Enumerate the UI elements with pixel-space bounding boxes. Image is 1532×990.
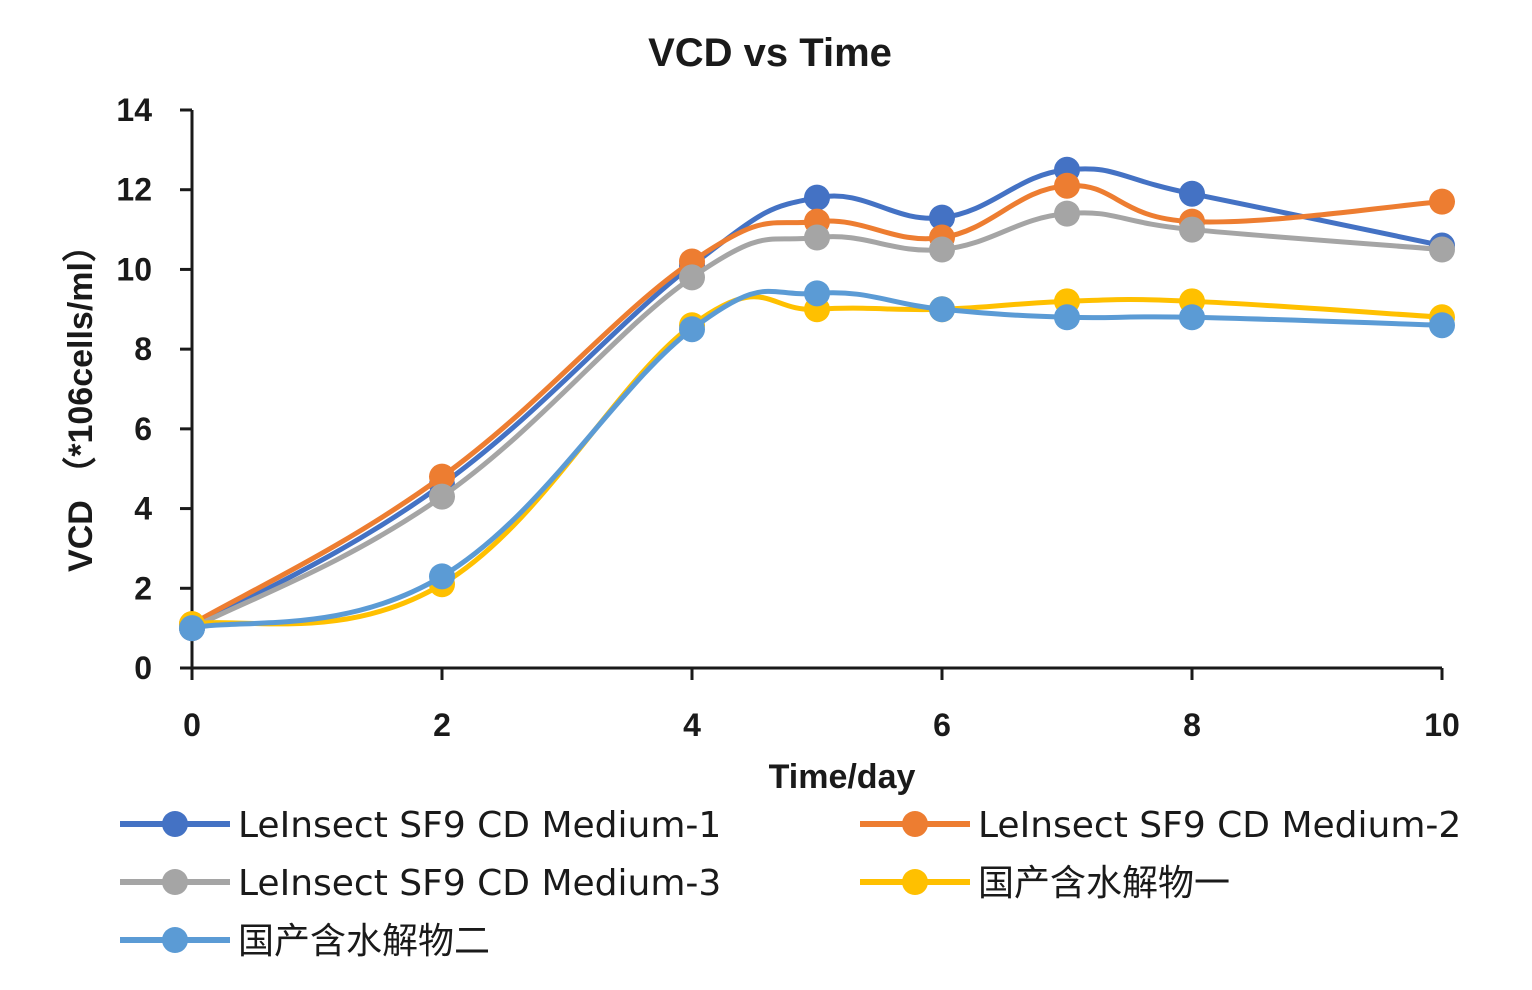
legend-marker <box>902 811 928 837</box>
x-tick-label: 4 <box>683 707 701 743</box>
data-point <box>929 204 955 231</box>
legend-item: 国产含水解物一 <box>860 863 1230 904</box>
data-point <box>179 615 205 642</box>
data-point <box>804 224 830 251</box>
legend-marker <box>902 869 928 895</box>
data-point <box>1429 188 1455 215</box>
series-line <box>191 288 1443 631</box>
series-line <box>190 210 1443 631</box>
data-point <box>929 296 955 323</box>
data-point <box>1179 180 1205 207</box>
legend-label: LeInsect SF9 CD Medium-3 <box>238 863 721 904</box>
y-tick-label: 2 <box>134 570 152 606</box>
data-point <box>429 463 455 490</box>
data-point <box>429 483 455 510</box>
legend-marker <box>162 811 188 837</box>
legend-item: LeInsect SF9 CD Medium-1 <box>120 805 721 846</box>
x-tick-label: 8 <box>1183 707 1201 743</box>
data-point <box>1179 304 1205 331</box>
legend-marker <box>162 927 188 953</box>
y-tick-label: 10 <box>116 251 152 287</box>
y-tick-label: 4 <box>134 491 152 527</box>
x-tick-label: 0 <box>183 707 201 743</box>
data-point <box>679 316 705 343</box>
y-tick-label: 8 <box>134 331 152 367</box>
legend-marker <box>162 869 188 895</box>
series-5 <box>179 280 1455 642</box>
data-point <box>1054 304 1080 331</box>
legend-label: 国产含水解物一 <box>978 863 1230 904</box>
series-4 <box>179 288 1455 638</box>
chart-title: VCD vs Time <box>648 31 892 75</box>
legend-label: LeInsect SF9 CD Medium-1 <box>238 805 721 846</box>
data-point <box>804 184 830 211</box>
legend-item: LeInsect SF9 CD Medium-2 <box>860 805 1461 846</box>
legend-label: 国产含水解物二 <box>238 921 490 962</box>
data-point <box>804 280 830 307</box>
data-point <box>1179 216 1205 243</box>
legend: LeInsect SF9 CD Medium-1 LeInsect SF9 CD … <box>120 805 1461 962</box>
data-point <box>1054 200 1080 227</box>
legend-item: LeInsect SF9 CD Medium-3 <box>120 863 721 904</box>
series-line <box>190 183 1443 627</box>
y-tick-label: 12 <box>116 172 152 208</box>
y-axis-label: VCD （*106cells/ml） <box>61 228 100 572</box>
axes <box>180 108 1444 680</box>
y-tick-label: 6 <box>134 411 152 447</box>
y-tick-label: 0 <box>134 650 152 686</box>
tick-labels: 0 2 4 6 8 10 12 14 0 2 4 6 8 10 <box>116 92 1459 743</box>
data-point <box>1429 236 1455 263</box>
legend-item: 国产含水解物二 <box>120 921 490 962</box>
x-tick-label: 6 <box>933 707 951 743</box>
data-point <box>1429 312 1455 339</box>
x-tick-label: 10 <box>1424 707 1460 743</box>
series-layer <box>179 156 1455 642</box>
series-3 <box>179 200 1455 642</box>
series-line <box>191 294 1443 627</box>
y-tick-label: 14 <box>116 92 152 128</box>
data-point <box>929 236 955 263</box>
data-point <box>679 264 705 291</box>
x-axis-label: Time/day <box>769 758 916 796</box>
data-point <box>429 563 455 590</box>
data-point <box>1054 172 1080 199</box>
x-tick-label: 2 <box>433 707 451 743</box>
legend-label: LeInsect SF9 CD Medium-2 <box>978 805 1461 846</box>
